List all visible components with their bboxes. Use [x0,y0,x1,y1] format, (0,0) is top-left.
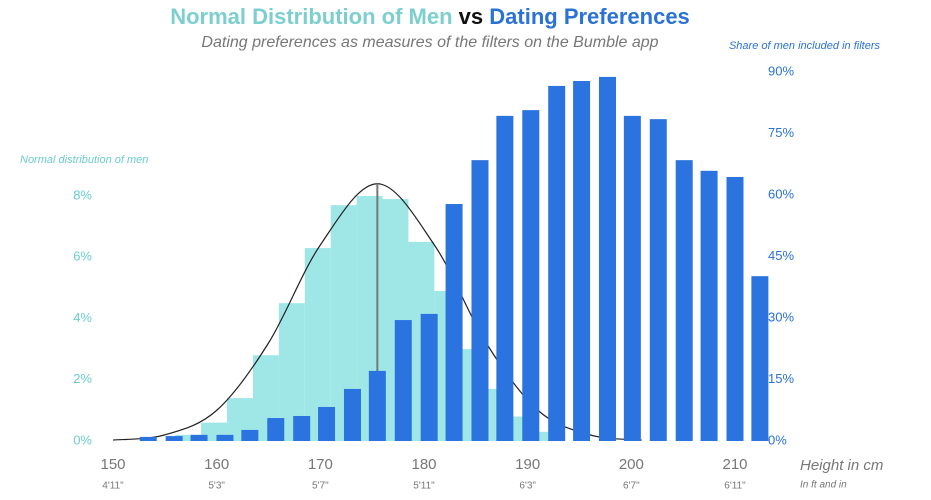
bar [293,415,311,441]
x-tick-label: 190 [515,456,540,473]
y-tick-label: 6% [73,249,92,264]
bar [368,370,386,441]
x-tick-label-secondary: 6'3" [519,481,536,492]
y2-tick-label: 30% [768,309,794,324]
x-tick-label-secondary: 5'7" [312,481,329,492]
title-part: vs [459,4,483,29]
bar [394,320,412,441]
bar [726,176,744,441]
bar [700,170,718,441]
bar [139,436,157,441]
bar [471,160,489,441]
x-tick-label: 210 [722,456,747,473]
x-axis-label-secondary: In ft and in [800,480,847,491]
x-tick-label-secondary: 5'3" [208,481,225,492]
y2-axis-label: Share of men included in filters [729,40,881,52]
bar [445,204,463,441]
y-tick-label: 2% [73,371,92,386]
bar [216,434,234,441]
title-part: Dating Preferences [489,4,690,29]
y2-tick-label: 60% [768,186,794,201]
y-tick-label: 4% [73,310,92,325]
bar [598,76,616,442]
title-part: Normal Distribution of Men [170,4,452,29]
bar [522,110,540,441]
x-tick-label-secondary: 6'11" [724,481,746,492]
x-tick-label: 200 [619,456,644,473]
bar [343,388,361,441]
bar [548,85,566,441]
bar [675,160,693,441]
y-tick-label: 0% [73,432,92,447]
x-tick-label: 180 [411,456,436,473]
x-tick-label-secondary: 6'7" [623,481,640,492]
bar [420,313,438,441]
bar [573,81,591,442]
bar [318,406,336,441]
y2-tick-label: 0% [768,432,787,447]
y2-tick-label: 75% [768,125,794,140]
x-tick-label-secondary: 4'11" [102,481,124,492]
bar [649,119,667,442]
y2-tick-label: 15% [768,371,794,386]
bar [267,418,285,441]
bar [751,276,769,441]
x-tick-label: 170 [308,456,333,473]
bar [165,436,183,441]
chart-title: Normal Distribution of Men vs Dating Pre… [170,4,690,29]
histogram-bar [175,434,202,441]
bar [623,115,641,442]
y2-tick-label: 45% [768,248,794,263]
x-tick-label: 160 [204,456,229,473]
x-axis-label: Height in cm [800,457,883,474]
bar [190,434,208,441]
y2-tick-label: 90% [768,63,794,78]
bar [496,115,514,442]
x-tick-label-secondary: 5'11" [413,481,435,492]
x-tick-label: 150 [100,456,125,473]
subtitle: Dating preferences as measures of the fi… [201,34,658,51]
y-axis-label: Normal distribution of men [20,154,148,166]
y-tick-label: 8% [73,187,92,202]
bar [241,429,259,441]
